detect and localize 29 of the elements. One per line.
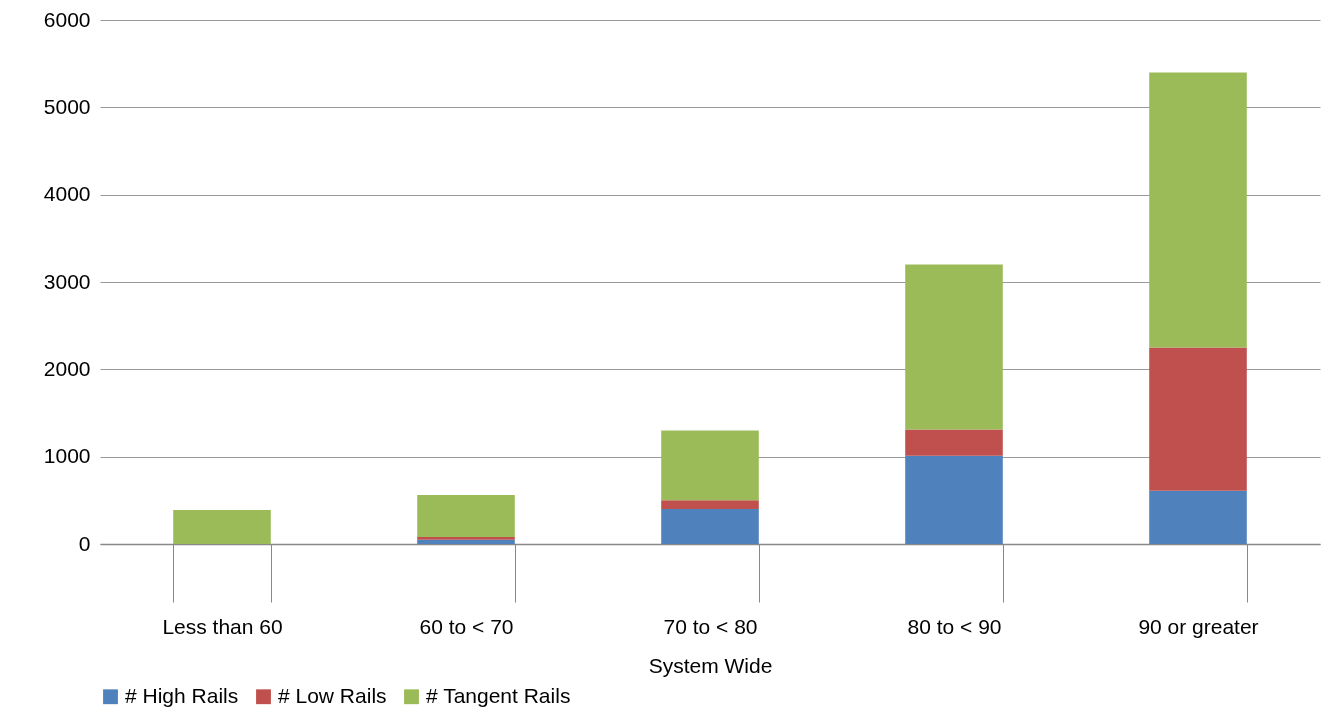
bar xyxy=(417,495,515,538)
x-tick-label: 70 to < 80 xyxy=(663,614,758,638)
y-tick-label: 0 xyxy=(78,531,91,555)
y-tick-label: 2000 xyxy=(43,356,91,380)
y-tick-label: 6000 xyxy=(43,7,91,31)
bar xyxy=(1149,347,1247,491)
bar xyxy=(1149,490,1247,544)
bar xyxy=(661,500,759,510)
bar xyxy=(173,509,271,544)
bar xyxy=(661,430,759,501)
y-tick-label: 5000 xyxy=(43,94,91,118)
bar xyxy=(661,509,759,544)
x-axis-title: System Wide xyxy=(648,653,773,677)
x-tick-label: 90 or greater xyxy=(1138,614,1259,638)
x-tick-label: 80 to < 90 xyxy=(907,614,1002,638)
bar xyxy=(905,264,1003,430)
bar xyxy=(1149,72,1247,348)
bar xyxy=(905,429,1003,456)
legend-label: # High Rails xyxy=(125,683,239,707)
bar xyxy=(417,539,515,544)
x-tick-label: 60 to < 70 xyxy=(419,614,514,638)
bar xyxy=(905,455,1003,544)
y-tick-label: 4000 xyxy=(43,182,91,206)
x-tick-label: Less than 60 xyxy=(162,614,283,638)
legend-label: # Tangent Rails xyxy=(426,683,571,707)
y-tick-label: 1000 xyxy=(43,444,91,468)
y-tick-label: 3000 xyxy=(43,269,91,293)
legend-label: # Low Rails xyxy=(278,683,387,707)
bar xyxy=(417,537,515,540)
